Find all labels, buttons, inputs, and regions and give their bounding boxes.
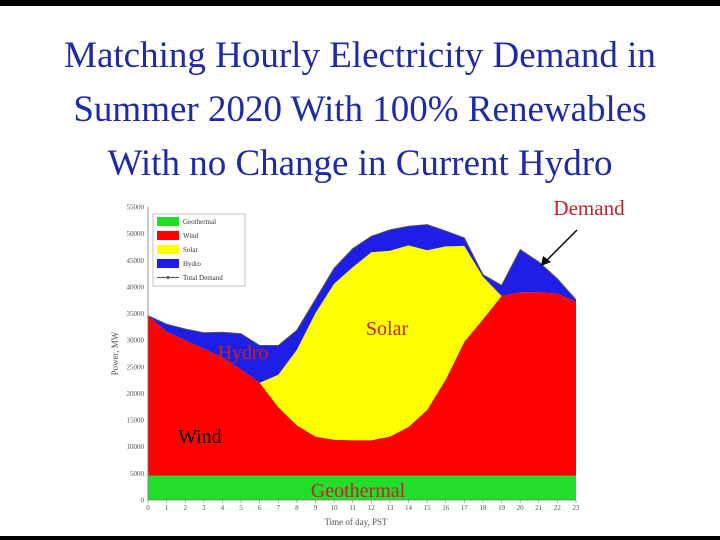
- chart-legend: Geothermal Wind Solar Hydro Total Demand: [152, 213, 246, 287]
- area-geothermal: [148, 475, 576, 500]
- y-tick-label: 45000: [127, 257, 145, 265]
- area-hydro: [148, 224, 576, 383]
- legend-label: Solar: [183, 246, 198, 254]
- x-tick-label: 17: [461, 504, 469, 512]
- y-tick-label: 10000: [127, 443, 145, 451]
- annotation-wind: Wind: [178, 426, 222, 448]
- x-tick-label: 10: [331, 504, 339, 512]
- x-tick-label: 3: [202, 504, 206, 512]
- y-tick-label: 15000: [127, 417, 145, 425]
- legend-label: Wind: [183, 232, 199, 240]
- y-tick-label: 40000: [127, 283, 145, 291]
- legend-swatch-wind: [157, 231, 179, 240]
- x-axis-label: Time of day, PST: [324, 517, 388, 527]
- annotation-layer: Geothermal Wind Hydro Solar Demand: [178, 196, 625, 502]
- legend-swatch-solar: [157, 245, 179, 254]
- x-tick-label: 11: [349, 504, 356, 512]
- x-tick-label: 19: [498, 504, 506, 512]
- x-tick-label: 20: [517, 504, 525, 512]
- x-tick-label: 22: [554, 504, 562, 512]
- title-line-2: Summer 2020 With 100% Renewables: [73, 89, 647, 130]
- x-tick-label: 7: [277, 504, 281, 512]
- annotation-geothermal: Geothermal: [311, 480, 406, 502]
- annotation-hydro: Hydro: [217, 342, 268, 364]
- axes-layer: 0 5000 10000 15000 20000 25000 30000 35000 40000…: [110, 204, 580, 528]
- title-line-1: Matching Hourly Electricity Demand in: [64, 35, 656, 76]
- x-tick-label: 6: [258, 504, 262, 512]
- x-tick-label: 12: [368, 504, 376, 512]
- x-tick-label: 13: [386, 504, 394, 512]
- y-tick-label: 30000: [127, 337, 145, 345]
- annotation-solar: Solar: [366, 318, 409, 340]
- x-tick-label: 8: [295, 504, 299, 512]
- area-solar: [148, 245, 576, 441]
- area-wind: [148, 292, 576, 476]
- legend-label: Hydro: [183, 260, 201, 268]
- y-tick-label: 25000: [127, 363, 145, 371]
- title-line-3: With no Change in Current Hydro: [107, 143, 613, 184]
- legend-label: Total Demand: [183, 274, 223, 282]
- legend-marker-total-demand: [166, 276, 170, 279]
- x-tick-label: 14: [405, 504, 413, 512]
- x-tick-label: 5: [239, 504, 243, 512]
- x-tick-label: 9: [314, 504, 318, 512]
- y-axis-label: Power, MW: [110, 331, 120, 375]
- x-tick-label: 16: [442, 504, 450, 512]
- y-tick-label: 20000: [127, 390, 145, 398]
- x-tick-label: 1: [165, 504, 169, 512]
- y-tick-label: 50000: [127, 230, 145, 238]
- x-tick-label: 0: [146, 504, 150, 512]
- x-tick-label: 2: [183, 504, 187, 512]
- demand-arrow-head: [541, 256, 551, 266]
- annotation-demand: Demand: [553, 196, 625, 220]
- legend-swatch-geothermal: [157, 217, 179, 226]
- y-tick-label: 55000: [127, 204, 145, 212]
- y-tick-label: 0: [141, 497, 145, 505]
- legend-swatch-hydro: [157, 259, 179, 268]
- total-demand-line: [147, 224, 577, 346]
- area-layer: [147, 224, 577, 500]
- x-tick-label: 23: [573, 504, 581, 512]
- x-tick-label: 15: [424, 504, 432, 512]
- y-tick-label: 5000: [130, 470, 145, 478]
- x-tick-label: 4: [221, 504, 225, 512]
- x-tick-label: 18: [479, 504, 487, 512]
- demand-arrow-shaft: [544, 229, 578, 263]
- legend-label: Geothermal: [183, 218, 216, 226]
- y-tick-label: 35000: [127, 310, 145, 318]
- x-tick-label: 21: [535, 504, 543, 512]
